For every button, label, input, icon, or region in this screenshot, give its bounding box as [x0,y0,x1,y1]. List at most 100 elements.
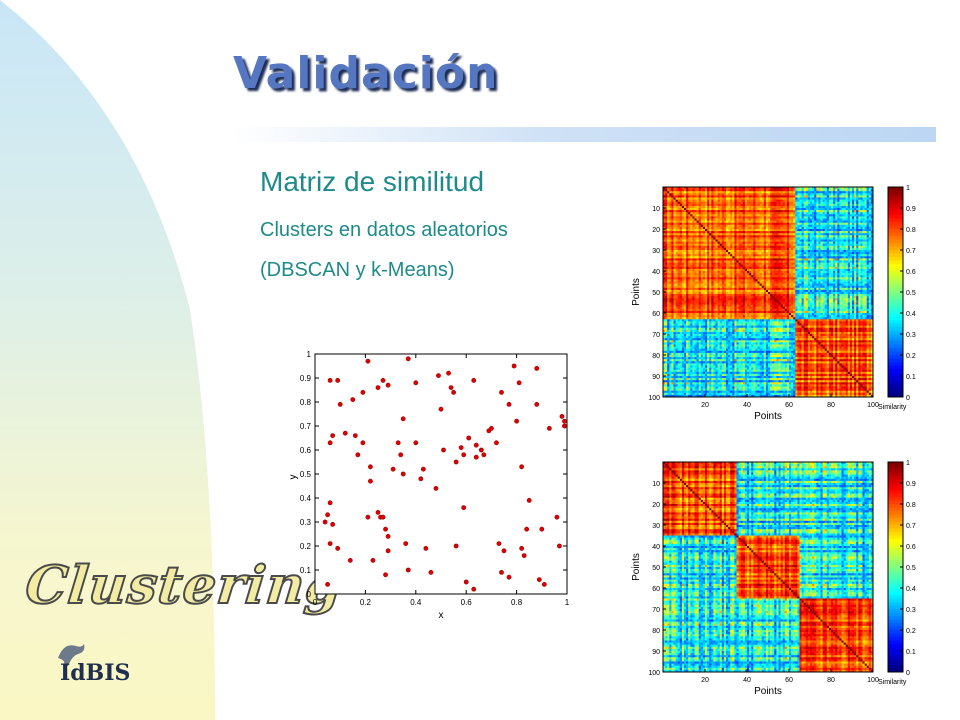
heatmap-cell [770,277,773,280]
heatmap-cell [870,241,874,244]
heatmap-cell [778,277,781,280]
heatmap-cell [862,210,865,213]
heatmap-cell [740,191,744,194]
heatmap-cell [801,235,804,238]
heatmap-cell [770,285,773,289]
heatmap-cell [786,239,790,242]
heatmap-cell [843,237,846,240]
heatmap-cell [717,285,720,289]
heatmap-cell [757,264,760,268]
heatmap-cell [673,258,676,261]
heatmap-cell [681,210,685,213]
heatmap-cell [749,247,752,251]
scatter-point [499,390,504,395]
heatmap-cell [860,256,863,259]
heatmap-cell [732,279,735,282]
heatmap-cell [822,254,825,257]
heatmap-cell [835,199,838,202]
heatmap-cell [759,277,762,280]
heatmap-cell [843,256,846,259]
heatmap-cell [738,233,741,236]
heatmap-cell [761,201,765,205]
heatmap-cell [679,218,683,221]
heatmap-cell [831,226,834,230]
heatmap-cell [681,231,685,234]
heatmap-cell [814,203,817,207]
heatmap-cell [828,216,832,219]
heatmap-cell [835,201,838,205]
heatmap-cell [793,271,796,274]
heatmap-cell [847,187,851,190]
heatmap-cell [774,258,777,261]
heatmap-cell [780,195,783,198]
heatmap-cell [728,243,731,247]
heatmap-cell [684,285,687,289]
heatmap-cell [810,266,813,270]
heatmap-cell [824,245,828,249]
heatmap-cell [852,285,855,289]
scatter-point [428,569,434,575]
heatmap-cell [795,237,798,240]
heatmap-cell [702,279,706,282]
heatmap-cell [663,277,666,280]
heatmap-cell [852,218,855,221]
heatmap-cell [684,279,687,282]
heatmap-cell [839,250,842,253]
heatmap-cell [868,231,872,234]
heatmap-cell [826,271,830,274]
heatmap-cell [742,210,746,213]
heatmap-cell [690,203,693,207]
heatmap-cell [810,235,813,238]
heatmap-cell [732,262,735,265]
heatmap-cell [681,262,685,265]
heatmap-cell [835,193,838,196]
heatmap-cell [770,212,773,215]
heatmap-cell [824,264,828,268]
heatmap-cell [744,245,748,249]
heatmap-cell [763,216,767,219]
heatmap-cell [845,266,849,270]
heatmap-cell [694,226,697,230]
heatmap-cell [732,252,735,255]
heatmap-cell [705,235,708,238]
heatmap-cell [759,268,762,272]
heatmap-cell [663,243,666,247]
heatmap-cell [671,254,674,257]
heatmap-cell [698,266,702,270]
heatmap-cell [826,233,830,236]
heatmap-cell [864,210,867,213]
heatmap-cell [870,268,874,272]
heatmap-cell [770,216,773,219]
heatmap-cell [818,256,821,259]
heatmap-cell [837,283,840,286]
heatmap-cell [665,262,668,265]
heatmap-cell [780,258,783,261]
heatmap-cell [818,233,821,236]
heatmap-cell [759,222,762,226]
heatmap-cell [839,195,842,198]
heatmap-cell [852,201,855,205]
heatmap-cell [738,252,741,255]
heatmap-cell [839,210,842,213]
heatmap-cell [759,189,762,192]
heatmap-cell [789,262,792,265]
heatmap-cell [807,199,811,202]
heatmap-cell [675,233,678,236]
heatmap-cell [856,193,859,196]
heatmap-cell [852,233,855,236]
heatmap-cell [698,197,702,200]
heatmap-cell [730,214,733,217]
heatmap-cell [776,235,779,238]
heatmap-cell [721,273,725,276]
heatmap-cell [868,203,872,207]
heatmap-cell [715,281,718,284]
heatmap-cell [784,275,788,278]
heatmap-cell [776,252,779,255]
heatmap-cell [675,218,678,221]
heatmap-cell [805,210,809,213]
heatmap-cell [763,208,767,211]
heatmap-cell [789,233,792,236]
heatmap-cell [747,233,750,236]
heatmap-cell [803,189,807,192]
heatmap-cell [715,187,718,190]
